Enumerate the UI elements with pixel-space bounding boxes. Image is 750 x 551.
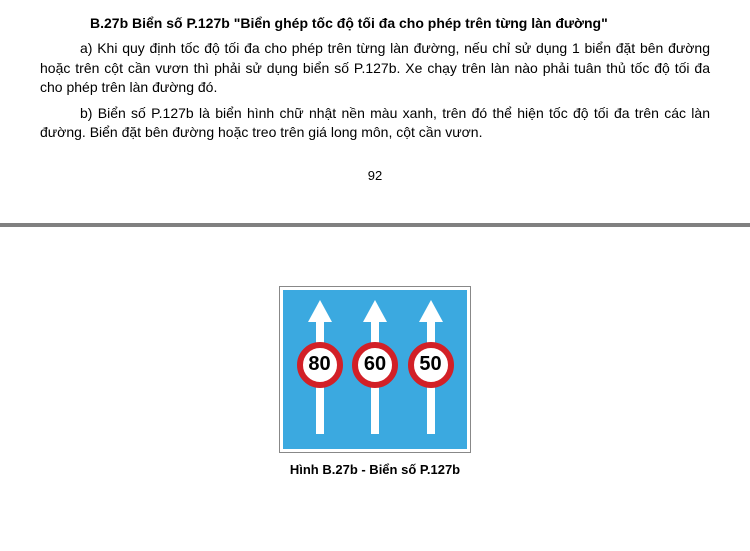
arrow-stem-icon <box>316 322 324 344</box>
arrow-stem-icon <box>371 386 379 434</box>
arrow-stem-icon <box>427 322 435 344</box>
lane-2: 60 <box>352 300 398 439</box>
speed-limit-circle: 50 <box>408 342 454 388</box>
figure-caption: Hình B.27b - Biển số P.127b <box>290 462 460 477</box>
arrow-stem-icon <box>371 322 379 344</box>
arrow-head-icon <box>363 300 387 322</box>
paragraph-b: b) Biển số P.127b là biển hình chữ nhật … <box>40 104 710 143</box>
lane-1: 80 <box>297 300 343 439</box>
traffic-sign: 80 60 50 <box>280 287 470 452</box>
arrow-stem-icon <box>316 386 324 434</box>
sign-figure-container: 80 60 50 Hình B.27b - Biển số P.127b <box>0 287 750 477</box>
speed-limit-circle: 80 <box>297 342 343 388</box>
arrow-stem-icon <box>427 386 435 434</box>
document-content: B.27b Biển số P.127b "Biển ghép tốc độ t… <box>0 0 750 183</box>
page-divider <box>0 223 750 227</box>
lane-3: 50 <box>408 300 454 439</box>
paragraph-a: a) Khi quy định tốc độ tối đa cho phép t… <box>40 39 710 98</box>
arrow-head-icon <box>419 300 443 322</box>
page-number: 92 <box>40 168 710 183</box>
speed-limit-circle: 60 <box>352 342 398 388</box>
section-heading: B.27b Biển số P.127b "Biển ghép tốc độ t… <box>40 15 710 31</box>
arrow-head-icon <box>308 300 332 322</box>
